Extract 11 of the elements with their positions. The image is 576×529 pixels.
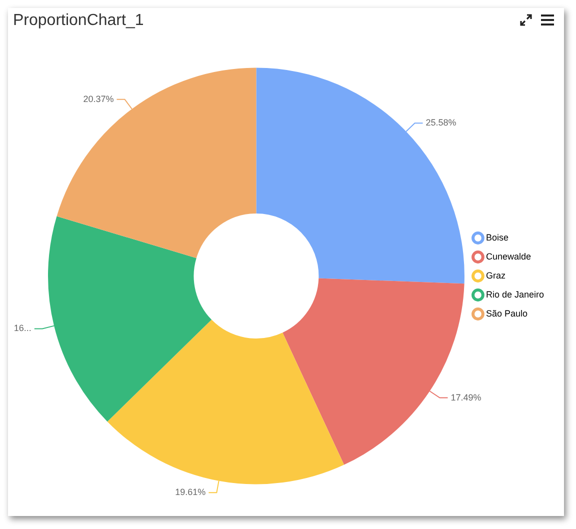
data-label: 20.37% — [83, 94, 114, 104]
chart-title: ProportionChart_1 — [13, 12, 144, 30]
data-label: 17.49% — [450, 392, 482, 402]
data-label: 19.61% — [175, 487, 206, 498]
data-label: 25.58% — [426, 118, 456, 128]
legend-label: Boise — [486, 232, 508, 242]
legend-label: Graz — [486, 270, 506, 280]
legend-label: Cunewalde — [486, 251, 531, 262]
data-label: 16... — [14, 323, 32, 334]
legend-label: São Paulo — [486, 308, 528, 318]
legend-label: Rio de Janeiro — [486, 289, 544, 300]
